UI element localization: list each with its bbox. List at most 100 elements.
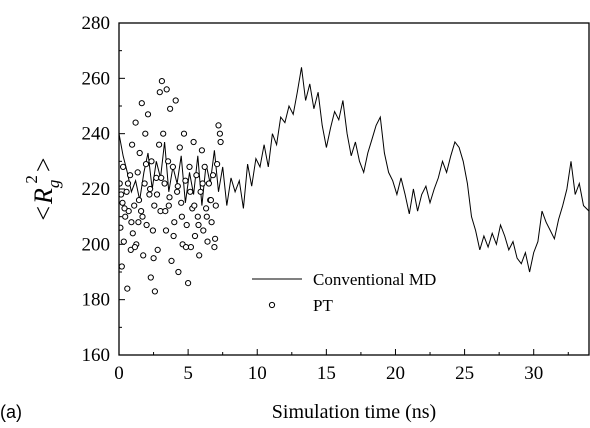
pt-data-point bbox=[212, 235, 219, 242]
pt-data-point bbox=[135, 219, 142, 226]
pt-data-point bbox=[146, 191, 153, 198]
x-tick-labels: 0 5 10 15 20 25 30 bbox=[114, 363, 543, 384]
pt-data-point bbox=[194, 213, 201, 220]
x-tick-label: 15 bbox=[317, 363, 336, 384]
pt-data-point bbox=[162, 227, 170, 234]
pt-data-point bbox=[183, 221, 190, 229]
legend-label-conventional-md: Conventional MD bbox=[313, 270, 436, 289]
pt-data-point bbox=[142, 161, 150, 168]
pt-data-point bbox=[205, 180, 212, 187]
pt-data-point bbox=[204, 238, 211, 245]
pt-data-point bbox=[119, 263, 125, 270]
pt-data-point bbox=[121, 205, 128, 212]
pt-data-point bbox=[185, 280, 192, 287]
pt-data-point bbox=[147, 185, 154, 193]
series-line-conventional-md bbox=[119, 67, 589, 273]
pt-data-point bbox=[127, 246, 134, 253]
pt-data-point bbox=[178, 199, 185, 206]
pt-data-point bbox=[143, 221, 150, 229]
pt-data-point bbox=[199, 180, 206, 187]
pt-data-point bbox=[191, 232, 199, 240]
pt-data-point bbox=[128, 219, 135, 226]
pt-data-point bbox=[195, 221, 202, 229]
series-points-pt bbox=[119, 78, 224, 295]
y-axis-open-bracket: < bbox=[29, 206, 58, 221]
x-tick-label: 25 bbox=[455, 363, 474, 384]
pt-data-point bbox=[124, 285, 131, 292]
pt-data-point bbox=[174, 183, 181, 190]
pt-data-point bbox=[198, 147, 205, 154]
pt-data-point bbox=[148, 158, 155, 165]
y-tick-labels: 160 180 200 220 240 260 280 bbox=[82, 13, 111, 366]
pt-data-point bbox=[156, 89, 163, 96]
pt-data-point bbox=[132, 119, 139, 126]
pt-data-point bbox=[144, 111, 152, 118]
pt-data-point bbox=[216, 130, 223, 137]
pt-data-point bbox=[171, 219, 178, 226]
y-tick-label: 240 bbox=[82, 124, 111, 145]
svg-text:<Rg2>: <Rg2 > bbox=[22, 157, 63, 220]
axis-ticks bbox=[118, 22, 569, 356]
pt-data-point bbox=[180, 130, 188, 137]
y-axis-title: <Rg2 > bbox=[22, 157, 63, 220]
pt-data-point bbox=[172, 97, 179, 104]
pt-data-point bbox=[187, 188, 194, 195]
pt-data-point bbox=[123, 188, 130, 195]
x-tick-label: 5 bbox=[183, 363, 193, 384]
pt-data-point bbox=[125, 208, 132, 215]
pt-data-point bbox=[203, 205, 210, 212]
pt-data-point bbox=[136, 149, 143, 157]
pt-data-point bbox=[129, 230, 136, 237]
y-tick-label: 180 bbox=[82, 290, 111, 311]
pt-data-point bbox=[170, 232, 177, 240]
pt-data-point bbox=[124, 180, 132, 187]
pt-data-point bbox=[165, 202, 172, 209]
pt-data-point bbox=[127, 172, 134, 179]
legend-marker-pt bbox=[268, 301, 276, 309]
pt-data-point bbox=[163, 86, 170, 93]
pt-data-point bbox=[193, 172, 200, 179]
pt-data-point bbox=[138, 100, 145, 107]
pt-data-point bbox=[138, 208, 145, 215]
x-tick-label: 20 bbox=[386, 363, 405, 384]
pt-data-point bbox=[154, 246, 161, 253]
pt-data-point bbox=[131, 202, 138, 209]
pt-data-point bbox=[215, 122, 222, 129]
pt-data-point bbox=[176, 144, 183, 151]
pt-data-point bbox=[196, 252, 203, 259]
pt-data-point bbox=[168, 257, 175, 264]
y-tick-label: 220 bbox=[82, 179, 111, 200]
pt-data-point bbox=[197, 188, 204, 195]
pt-data-point bbox=[201, 163, 208, 170]
pt-data-point bbox=[167, 105, 174, 112]
pt-data-point bbox=[166, 194, 173, 201]
y-tick-label: 160 bbox=[82, 345, 111, 366]
legend: Conventional MD PT bbox=[252, 270, 436, 315]
pt-data-point bbox=[129, 141, 136, 148]
pt-data-point bbox=[174, 188, 181, 195]
pt-data-point bbox=[182, 177, 189, 184]
x-axis-title: Simulation time (ns) bbox=[272, 401, 436, 423]
pt-data-point bbox=[186, 163, 193, 170]
pt-data-point bbox=[151, 288, 158, 295]
pt-data-point bbox=[208, 219, 215, 226]
pt-data-point bbox=[156, 141, 163, 148]
pt-data-point bbox=[160, 130, 167, 137]
panel-label: (a) bbox=[0, 402, 22, 422]
pt-data-point bbox=[141, 180, 148, 187]
x-tick-label: 30 bbox=[524, 363, 543, 384]
pt-data-point bbox=[147, 274, 154, 281]
pt-data-point bbox=[162, 208, 169, 215]
pt-data-point bbox=[142, 130, 149, 137]
pt-data-point bbox=[140, 252, 147, 259]
y-axis-superscript: 2 bbox=[22, 175, 41, 184]
pt-data-point bbox=[151, 202, 158, 209]
pt-data-point bbox=[161, 180, 168, 187]
pt-data-point bbox=[139, 213, 146, 220]
pt-data-point bbox=[209, 172, 217, 179]
pt-data-point bbox=[207, 197, 214, 204]
x-tick-label: 10 bbox=[248, 363, 267, 384]
pt-data-point bbox=[131, 244, 138, 251]
y-tick-label: 260 bbox=[82, 68, 111, 89]
